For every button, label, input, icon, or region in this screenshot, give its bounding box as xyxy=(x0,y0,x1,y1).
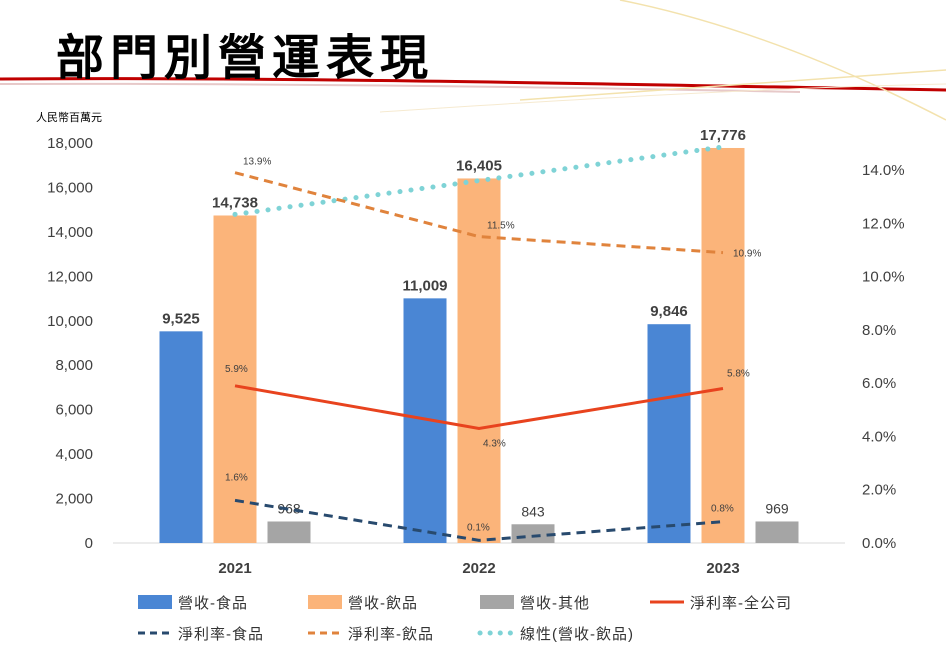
line-data-label: 10.9% xyxy=(733,249,761,260)
right-tick-label: 8.0% xyxy=(862,322,896,339)
left-tick-label: 0 xyxy=(85,535,93,552)
bar-data-label: 9,846 xyxy=(650,303,688,320)
left-tick-label: 2,000 xyxy=(55,491,93,508)
title-rule-red xyxy=(0,77,946,92)
legend-label: 淨利率-全公司 xyxy=(690,594,792,612)
left-tick-label: 6,000 xyxy=(55,402,93,419)
left-tick-label: 10,000 xyxy=(47,313,93,330)
deco-swoosh-3 xyxy=(379,83,946,113)
left-tick-label: 8,000 xyxy=(55,357,93,374)
left-tick-label: 14,000 xyxy=(47,224,93,241)
bar-data-label: 9,525 xyxy=(162,310,200,327)
bar-data-label: 11,009 xyxy=(402,277,447,294)
right-tick-label: 10.0% xyxy=(862,269,905,286)
legend-swatch xyxy=(480,595,514,609)
right-tick-label: 4.0% xyxy=(862,428,896,445)
right-tick-label: 2.0% xyxy=(862,482,896,499)
x-tick-label: 2021 xyxy=(218,560,251,577)
trendline-drink-revenue xyxy=(232,144,726,217)
line-data-label: 4.3% xyxy=(483,438,506,449)
legend-label: 營收-飲品 xyxy=(348,595,418,612)
line-data-label: 5.8% xyxy=(727,368,750,379)
legend-label: 淨利率-食品 xyxy=(178,626,264,643)
bar-data-label: 16,405 xyxy=(456,157,502,174)
line-data-label: 5.9% xyxy=(225,364,248,375)
bar xyxy=(213,215,257,543)
legend-label: 營收-食品 xyxy=(178,595,248,612)
x-tick-label: 2023 xyxy=(706,560,739,577)
unit-label: 人民幣百萬元 xyxy=(36,111,102,124)
legend-label: 營收-其他 xyxy=(520,595,590,612)
bar-data-label: 843 xyxy=(521,503,545,519)
right-tick-label: 12.0% xyxy=(862,215,905,232)
legend-label: 線性(營收-飲品) xyxy=(520,626,634,643)
bar xyxy=(647,324,691,543)
bar-data-label: 17,776 xyxy=(700,127,746,144)
bar xyxy=(267,521,311,543)
right-tick-label: 6.0% xyxy=(862,375,896,392)
right-tick-label: 14.0% xyxy=(862,162,905,179)
legend-swatch xyxy=(138,595,172,609)
bar xyxy=(701,147,745,543)
bar-data-label: 968 xyxy=(277,500,301,516)
bar xyxy=(159,331,203,543)
line-data-label: 1.6% xyxy=(225,472,248,483)
line-series xyxy=(234,498,724,542)
right-tick-label: 0.0% xyxy=(862,535,896,552)
legend-label: 淨利率-飲品 xyxy=(348,626,434,643)
bar-data-label: 14,738 xyxy=(212,194,258,211)
left-tick-label: 18,000 xyxy=(47,135,93,152)
page-title: 部門別營運表現 xyxy=(56,30,435,86)
legend-swatch xyxy=(308,595,342,609)
bar xyxy=(457,178,501,543)
x-tick-label: 2022 xyxy=(462,560,495,577)
bar xyxy=(755,521,799,543)
bar-data-label: 969 xyxy=(765,500,789,516)
line-data-label: 13.9% xyxy=(243,157,271,168)
line-data-label: 0.8% xyxy=(711,504,734,515)
left-tick-label: 4,000 xyxy=(55,446,93,463)
deco-swoosh-2 xyxy=(519,69,946,101)
line-data-label: 11.5% xyxy=(487,221,515,232)
title-rule-pink xyxy=(0,82,801,93)
deco-swoosh-1 xyxy=(619,0,946,121)
line-data-label: 0.1% xyxy=(467,522,490,533)
left-tick-label: 12,000 xyxy=(47,268,93,285)
line-series xyxy=(234,384,724,430)
left-tick-label: 16,000 xyxy=(47,179,93,196)
